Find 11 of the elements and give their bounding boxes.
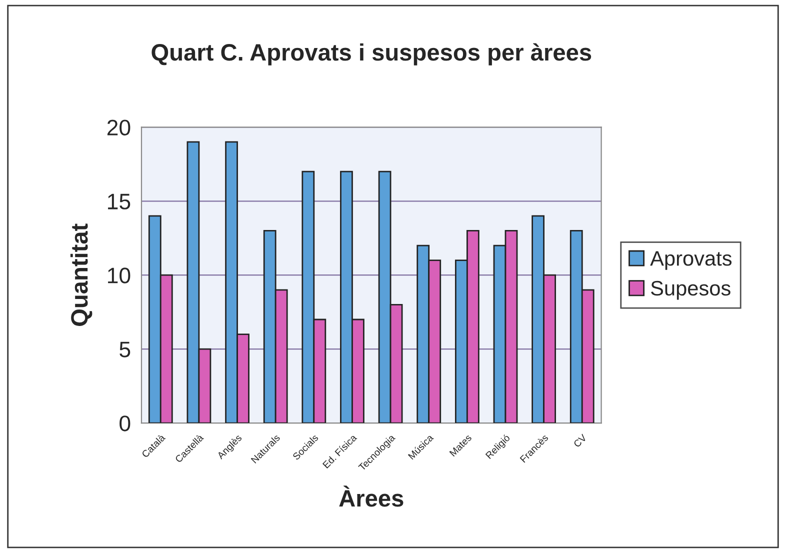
y-tick-label: 0: [120, 416, 130, 432]
y-tick-label: 15: [108, 194, 130, 210]
chart-title: Quart C. Aprovats i suspesos per àrees: [152, 43, 592, 66]
y-tick-label: 20: [107, 120, 130, 136]
legend-label: Aprovats: [650, 251, 732, 270]
x-axis-title: Àrees: [339, 486, 404, 507]
y-tick-label: 5: [120, 342, 130, 358]
x-tick-label: CV: [573, 434, 588, 448]
legend-label: Supesos: [651, 280, 730, 300]
y-axis-title: Quantitat: [70, 224, 92, 326]
y-tick-label: 10: [108, 268, 130, 284]
